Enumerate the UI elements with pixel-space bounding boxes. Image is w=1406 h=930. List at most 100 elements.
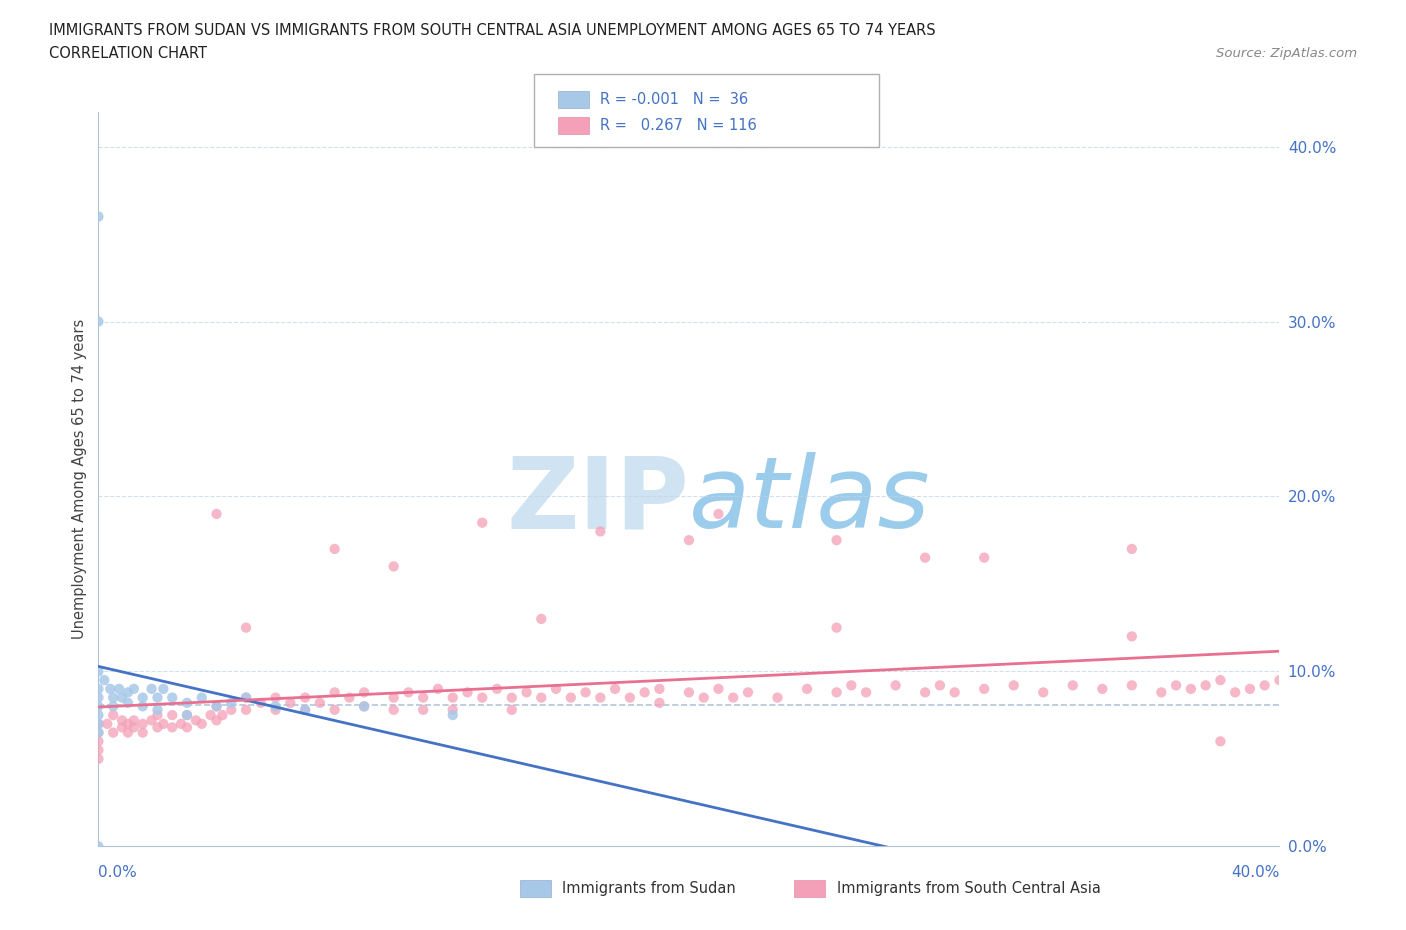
Text: 0.0%: 0.0% <box>98 865 138 880</box>
Point <box>1225 684 1247 699</box>
Text: IMMIGRANTS FROM SUDAN VS IMMIGRANTS FROM SOUTH CENTRAL ASIA UNEMPLOYMENT AMONG A: IMMIGRANTS FROM SUDAN VS IMMIGRANTS FROM… <box>49 23 936 38</box>
Point <box>122 720 145 735</box>
Point <box>707 507 730 522</box>
Point <box>96 716 118 731</box>
Point <box>501 702 523 717</box>
Text: ZIP: ZIP <box>506 453 689 550</box>
Point <box>973 682 995 697</box>
Point <box>605 682 627 697</box>
Text: R =   0.267   N = 116: R = 0.267 N = 116 <box>600 118 756 133</box>
Point <box>546 682 568 697</box>
Point <box>87 751 110 766</box>
Point <box>146 690 169 705</box>
Point <box>87 708 110 723</box>
Point <box>87 839 110 854</box>
Point <box>264 699 287 714</box>
Point <box>235 620 257 635</box>
Point <box>1150 684 1173 699</box>
Point <box>205 507 228 522</box>
Point <box>122 682 145 697</box>
Point <box>146 720 169 735</box>
Point <box>1121 678 1143 693</box>
Point <box>87 209 110 224</box>
Point <box>294 702 316 717</box>
Point <box>929 678 952 693</box>
Point <box>353 699 375 714</box>
Point <box>1062 678 1084 693</box>
Point <box>280 696 302 711</box>
Point <box>294 690 316 705</box>
Point <box>530 611 553 626</box>
Point <box>205 699 228 714</box>
Point <box>825 533 848 548</box>
Point <box>914 551 936 565</box>
Point <box>221 702 243 717</box>
Point <box>170 716 193 731</box>
Point <box>693 690 716 705</box>
Point <box>141 682 163 697</box>
Point <box>132 699 155 714</box>
Point <box>412 690 434 705</box>
Point <box>87 716 110 731</box>
Point <box>323 702 346 717</box>
Point <box>323 684 346 699</box>
Point <box>353 684 375 699</box>
Point <box>103 708 125 723</box>
Point <box>441 690 464 705</box>
Point <box>87 664 110 679</box>
Text: 40.0%: 40.0% <box>1232 865 1279 880</box>
Point <box>111 690 134 705</box>
Point <box>235 690 257 705</box>
Point <box>111 713 134 728</box>
Point <box>973 551 995 565</box>
Point <box>412 702 434 717</box>
Point <box>323 541 346 556</box>
Point <box>471 515 494 530</box>
Point <box>117 696 139 711</box>
Point <box>87 743 110 758</box>
Point <box>176 708 198 723</box>
Text: CORRELATION CHART: CORRELATION CHART <box>49 46 207 61</box>
Point <box>501 690 523 705</box>
Point <box>205 699 228 714</box>
Point <box>382 690 405 705</box>
Point <box>176 720 198 735</box>
Point <box>486 682 509 697</box>
Point <box>184 713 207 728</box>
Text: R = -0.001   N =  36: R = -0.001 N = 36 <box>600 92 748 107</box>
Point <box>235 690 257 705</box>
Point <box>87 734 110 749</box>
Point <box>825 620 848 635</box>
Point <box>1091 682 1114 697</box>
Point <box>93 672 115 687</box>
Point <box>589 524 612 538</box>
Point <box>191 690 214 705</box>
Point <box>382 559 405 574</box>
Point <box>634 684 657 699</box>
Point <box>678 684 700 699</box>
Point <box>560 690 582 705</box>
Point <box>648 696 671 711</box>
Point <box>1121 629 1143 644</box>
Point <box>117 684 139 699</box>
Point <box>855 684 877 699</box>
Point <box>441 702 464 717</box>
Point <box>1268 672 1291 687</box>
Point <box>191 716 214 731</box>
Point <box>723 690 745 705</box>
Point <box>589 690 612 705</box>
Point <box>530 690 553 705</box>
Point <box>294 702 316 717</box>
Text: Immigrants from Sudan: Immigrants from Sudan <box>562 881 737 896</box>
Point <box>132 725 155 740</box>
Point <box>108 682 131 697</box>
Point <box>1032 684 1054 699</box>
Point <box>516 684 538 699</box>
Point <box>398 684 420 699</box>
Point <box>87 699 110 714</box>
Point <box>132 716 155 731</box>
Point <box>441 708 464 723</box>
Point <box>1239 682 1261 697</box>
Point <box>200 708 222 723</box>
Point <box>766 690 789 705</box>
